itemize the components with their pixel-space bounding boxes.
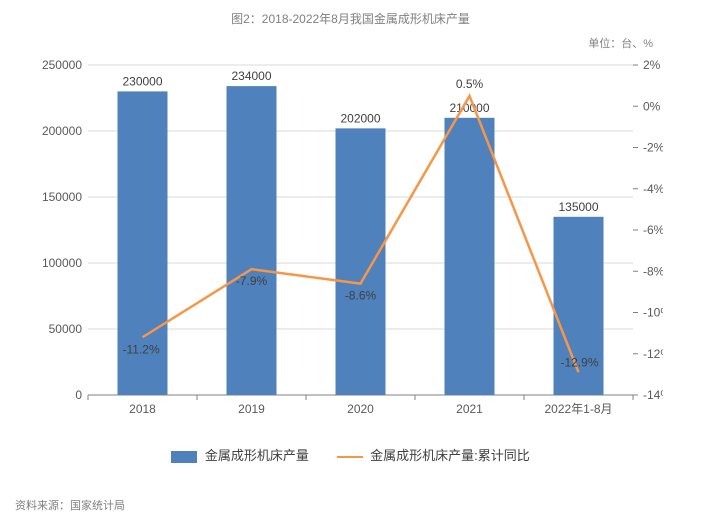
unit-label: 单位：台、% bbox=[0, 27, 701, 51]
svg-text:-6%: -6% bbox=[643, 223, 663, 237]
legend-bar-label: 金属成形机床产量 bbox=[205, 448, 309, 463]
svg-text:-14%: -14% bbox=[643, 388, 663, 402]
unit-label-text: 单位：台、% bbox=[588, 38, 653, 50]
svg-text:-10%: -10% bbox=[643, 306, 663, 320]
svg-text:150000: 150000 bbox=[42, 190, 82, 204]
svg-text:-4%: -4% bbox=[643, 182, 663, 196]
svg-text:2019: 2019 bbox=[238, 402, 265, 416]
svg-text:2022年1-8月: 2022年1-8月 bbox=[544, 402, 612, 416]
chart-area: 0 50000 100000 150000 200000 250000 -14% -12% -1… bbox=[38, 60, 663, 440]
legend-line: 金属成形机床产量:累计同比 bbox=[337, 448, 530, 463]
legend-line-label: 金属成形机床产量:累计同比 bbox=[370, 448, 530, 463]
svg-text:-8.6%: -8.6% bbox=[345, 289, 377, 303]
svg-text:2021: 2021 bbox=[456, 402, 483, 416]
legend: 金属成形机床产量 金属成形机床产量:累计同比 bbox=[0, 445, 701, 464]
svg-text:250000: 250000 bbox=[42, 60, 82, 72]
svg-text:2%: 2% bbox=[643, 60, 661, 72]
svg-text:100000: 100000 bbox=[42, 256, 82, 270]
svg-text:234000: 234000 bbox=[231, 69, 271, 83]
svg-text:0%: 0% bbox=[643, 99, 661, 113]
svg-text:50000: 50000 bbox=[49, 322, 83, 336]
svg-text:135000: 135000 bbox=[558, 200, 598, 214]
legend-bar-swatch bbox=[171, 451, 197, 463]
svg-text:-2%: -2% bbox=[643, 141, 663, 155]
svg-text:2020: 2020 bbox=[347, 402, 374, 416]
svg-text:2018: 2018 bbox=[129, 402, 156, 416]
svg-text:200000: 200000 bbox=[42, 124, 82, 138]
svg-text:-12%: -12% bbox=[643, 347, 663, 361]
source-label: 资料来源：国家统计局 bbox=[15, 497, 125, 513]
chart-svg: 0 50000 100000 150000 200000 250000 -14% -12% -1… bbox=[38, 60, 663, 440]
chart-title: 图2：2018-2022年8月我国金属成形机床产量 bbox=[0, 0, 701, 27]
chart-title-text: 图2：2018-2022年8月我国金属成形机床产量 bbox=[231, 12, 470, 26]
legend-bar: 金属成形机床产量 bbox=[171, 448, 312, 463]
svg-text:-8%: -8% bbox=[643, 264, 663, 278]
svg-text:0: 0 bbox=[75, 388, 82, 402]
svg-text:210000: 210000 bbox=[449, 101, 489, 115]
svg-text:0.5%: 0.5% bbox=[456, 77, 484, 91]
svg-text:-12.9%: -12.9% bbox=[560, 355, 598, 369]
svg-text:230000: 230000 bbox=[122, 74, 162, 88]
legend-line-swatch bbox=[337, 456, 363, 458]
source-label-text: 资料来源：国家统计局 bbox=[15, 500, 125, 512]
svg-text:-11.2%: -11.2% bbox=[123, 342, 160, 356]
svg-text:-7.9%: -7.9% bbox=[236, 274, 268, 288]
svg-text:202000: 202000 bbox=[340, 111, 380, 125]
